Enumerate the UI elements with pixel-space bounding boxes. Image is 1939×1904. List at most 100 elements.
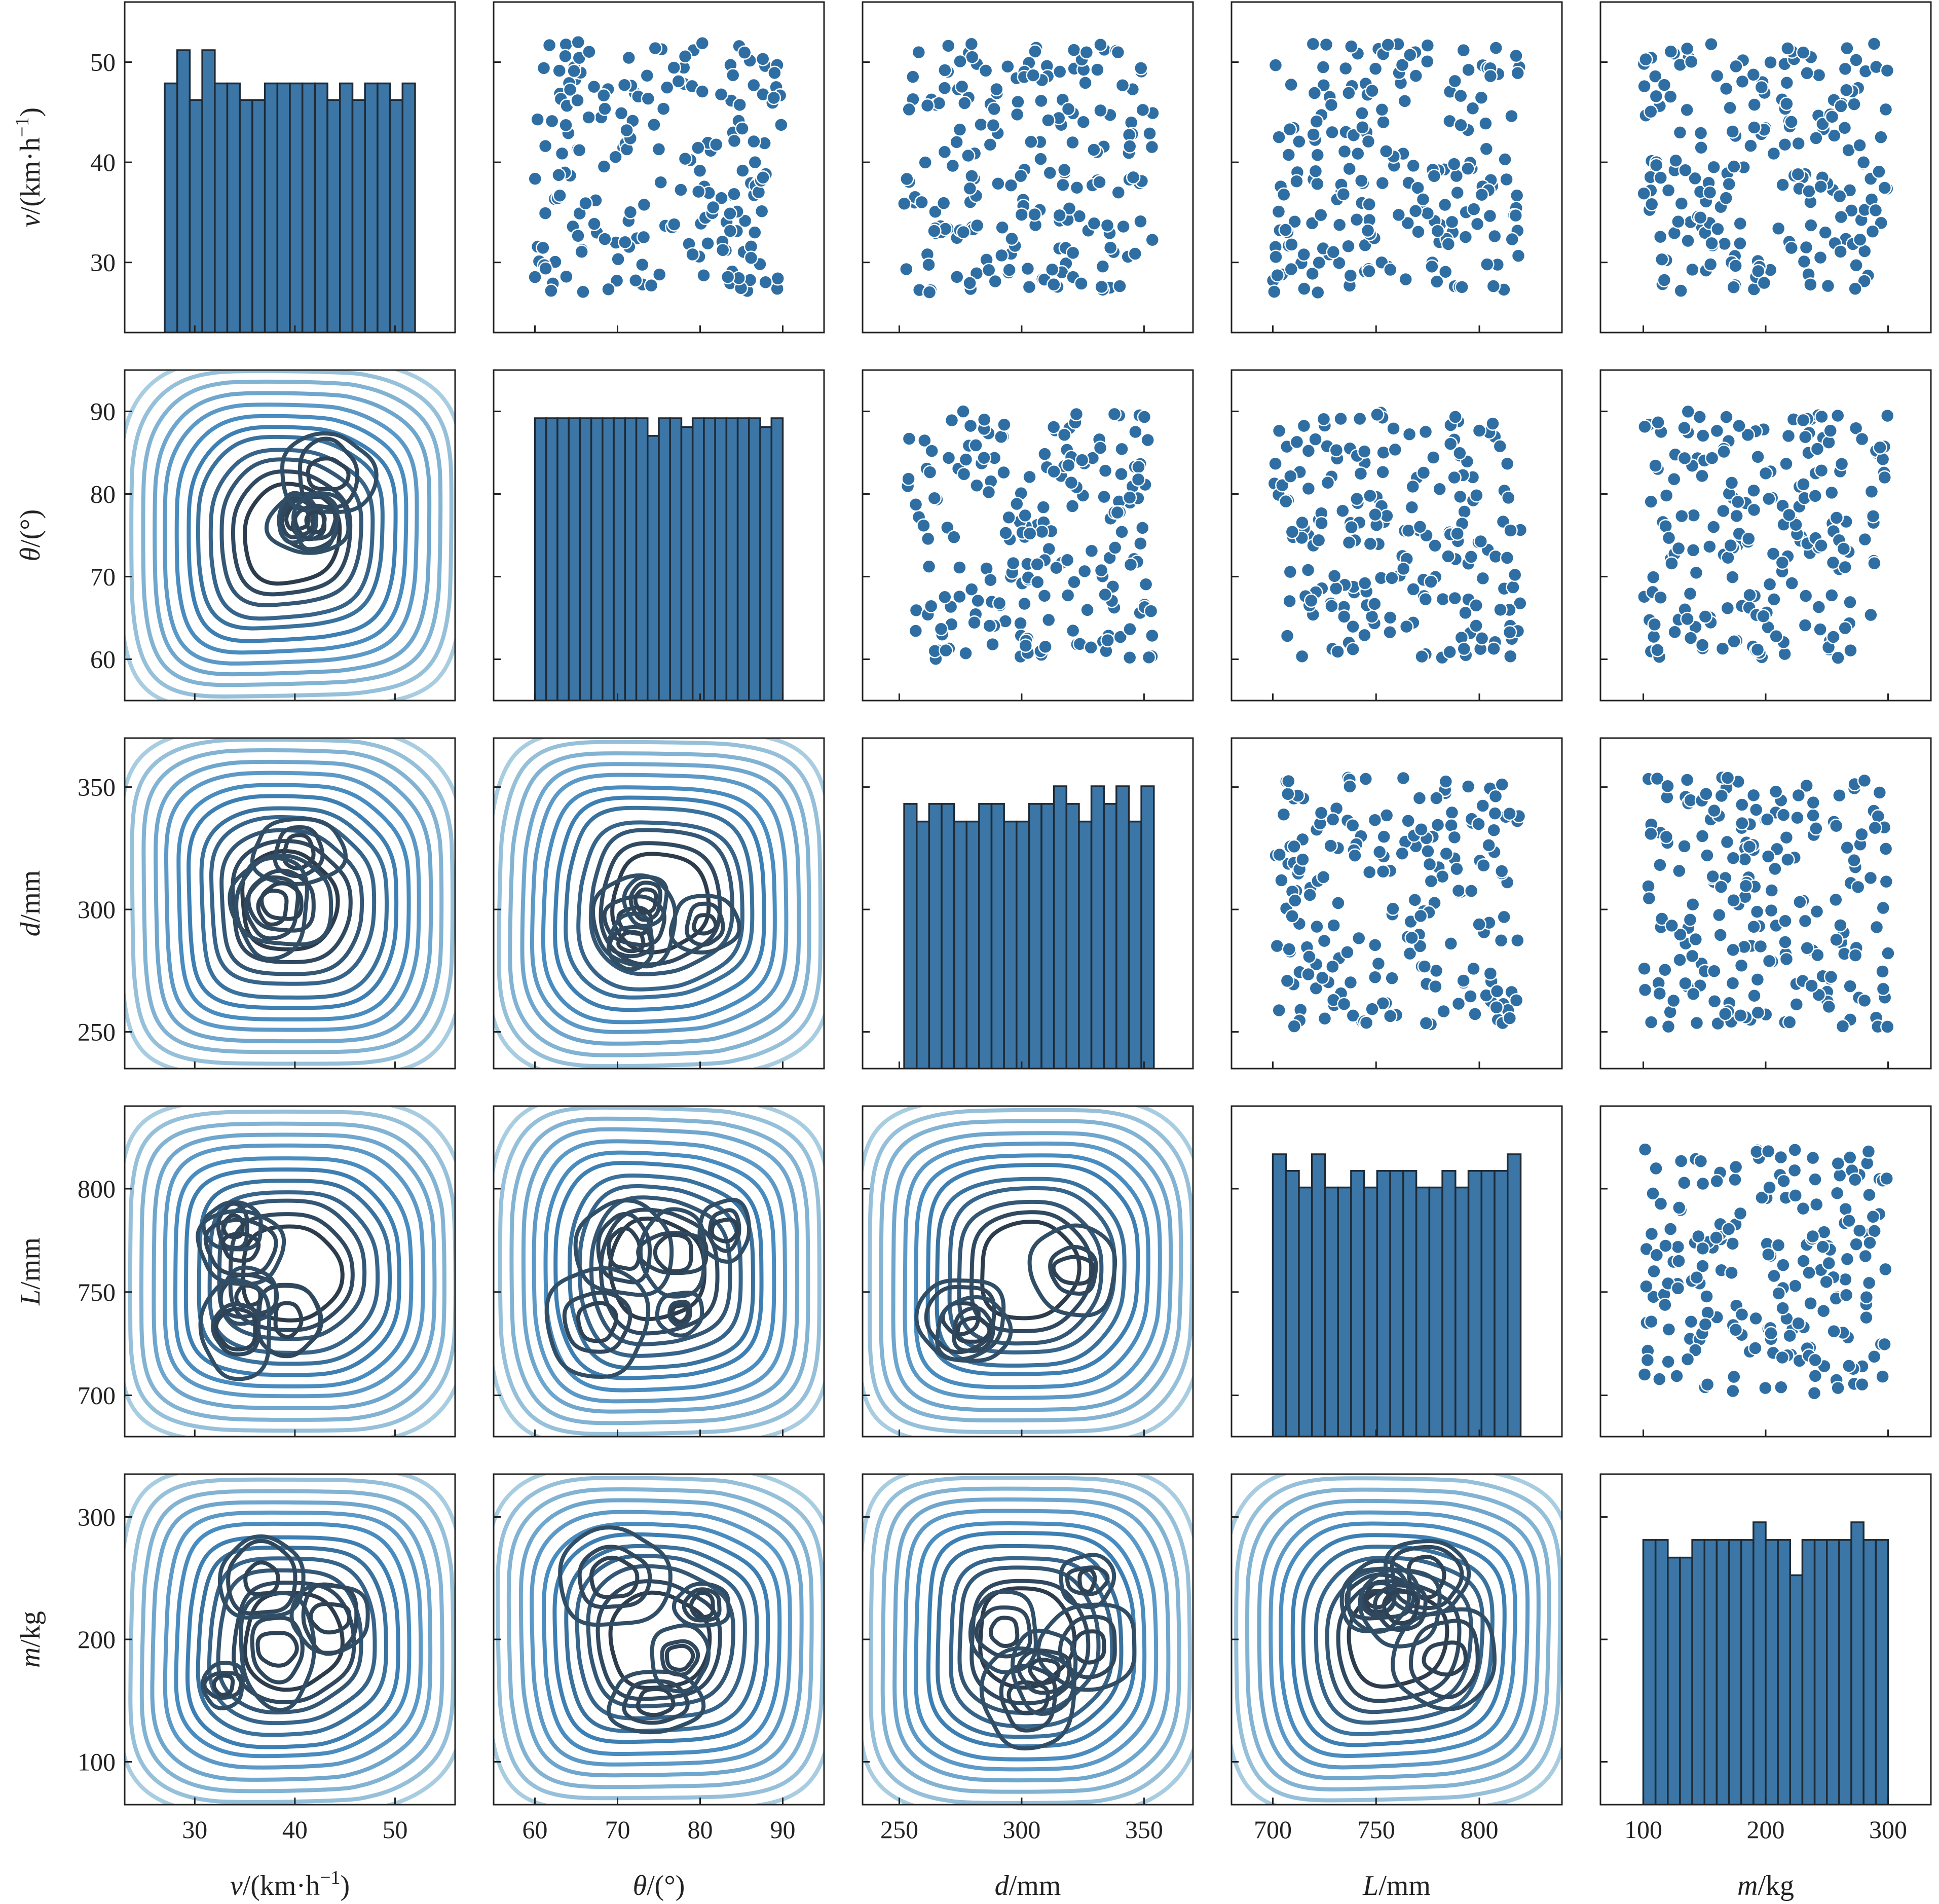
scatter-point: [1137, 410, 1152, 424]
scatter-point: [1341, 86, 1356, 100]
kde-contour: [508, 751, 811, 1057]
scatter-point: [1386, 421, 1401, 436]
hist-bar-v-14: [339, 82, 354, 333]
scatter-point: [743, 250, 759, 265]
scatter-point: [1784, 576, 1799, 591]
scatter-point: [1677, 451, 1692, 466]
scatter-point: [1685, 897, 1700, 912]
scatter-point: [1859, 1310, 1874, 1325]
scatter-point: [1365, 83, 1379, 98]
kde-contour: [530, 773, 789, 1034]
scatter-point: [1061, 101, 1076, 117]
scatter-point: [1145, 232, 1160, 247]
scatter-point: [1771, 221, 1786, 236]
scatter-point: [1408, 204, 1423, 218]
scatter-point: [1301, 967, 1316, 982]
scatter-point: [1858, 1249, 1873, 1264]
scatter-point: [918, 155, 933, 170]
scatter-point: [1878, 1262, 1893, 1277]
scatter-point: [1135, 102, 1150, 118]
scatter-point: [1134, 61, 1148, 76]
scatter-point: [1345, 818, 1360, 833]
hist-bar-m-18: [1862, 1539, 1877, 1805]
scatter-point: [1065, 499, 1080, 514]
scatter-point: [1779, 456, 1794, 471]
kde-contour: [541, 785, 777, 1024]
scatter-point: [598, 232, 612, 246]
scatter-point: [1326, 245, 1341, 260]
scatter-point: [1762, 1180, 1777, 1195]
scatter-point: [1107, 407, 1122, 422]
panel-frame: [862, 1105, 1194, 1438]
scatter-point: [1808, 1172, 1822, 1187]
scatter-point: [1670, 1281, 1686, 1296]
scatter-point: [1775, 1350, 1790, 1365]
kde-contour: [575, 1554, 747, 1720]
scatter-point: [1700, 1305, 1715, 1320]
scatter-point: [1776, 1174, 1791, 1189]
scatter-point: [1653, 1196, 1668, 1211]
scatter-point: [1464, 884, 1479, 898]
hist-bar-L-5: [1337, 1186, 1352, 1437]
scatter-point: [1487, 229, 1502, 244]
panel-frame: [1230, 1105, 1563, 1438]
scatter-point: [936, 196, 951, 210]
scatter-point: [572, 143, 587, 158]
scatter-point: [1502, 806, 1517, 821]
scatter-point: [1838, 61, 1853, 77]
scatter-point: [1010, 107, 1025, 122]
scatter-point: [1065, 245, 1080, 261]
kde-contour: [576, 1301, 618, 1343]
scatter-point: [1343, 779, 1357, 794]
y-tick-label-theta: 80: [90, 480, 116, 508]
scatter-point: [1877, 1337, 1892, 1352]
scatter-point: [1506, 580, 1520, 595]
scatter-point: [985, 637, 1000, 652]
scatter-point: [1671, 1254, 1686, 1268]
scatter-point: [1811, 600, 1826, 614]
hist-bar-theta-13: [680, 426, 694, 701]
scatter-point: [1065, 135, 1080, 150]
kde-contour: [1048, 1244, 1098, 1296]
scatter-point: [917, 433, 932, 448]
scatter-point: [1449, 861, 1464, 876]
scatter-point: [1346, 1008, 1361, 1023]
hist-bar-theta-8: [624, 417, 638, 701]
panel-theta-vs-v: [124, 369, 456, 702]
scatter-point: [1857, 773, 1872, 788]
scatter-point: [651, 142, 666, 157]
scatter-point: [1407, 893, 1422, 907]
scatter-point: [1314, 516, 1329, 531]
scatter-point: [1693, 210, 1708, 225]
hist-bar-v-0: [164, 82, 178, 333]
hist-bar-theta-18: [736, 417, 750, 701]
scatter-point: [900, 171, 914, 187]
scatter-point: [1843, 595, 1857, 610]
scatter-point: [996, 465, 1011, 480]
axis-label-L: L/mm: [15, 1237, 46, 1306]
scatter-point: [949, 135, 964, 150]
scatter-point: [1838, 1272, 1853, 1287]
scatter-point: [977, 412, 992, 427]
scatter-point: [1316, 78, 1331, 93]
scatter-point: [1641, 879, 1656, 894]
scatter-point: [1398, 272, 1413, 287]
scatter-point: [1018, 508, 1032, 523]
kde-contour: [125, 370, 455, 701]
scatter-point: [1881, 946, 1895, 961]
scatter-point: [1644, 826, 1658, 841]
y-tick-label-m: 200: [78, 1625, 116, 1654]
scatter-point: [1761, 849, 1776, 864]
scatter-point: [1122, 490, 1137, 505]
scatter-point: [906, 69, 920, 84]
scatter-point: [1381, 38, 1395, 52]
scatter-point: [1781, 428, 1796, 444]
scatter-point: [1688, 932, 1703, 947]
kde-contour: [174, 414, 408, 655]
scatter-point: [1026, 68, 1040, 83]
scatter-point: [1461, 779, 1476, 794]
scatter-point: [1448, 410, 1463, 424]
scatter-point: [1114, 525, 1129, 539]
axis-symbol: v: [15, 214, 46, 227]
scatter-point: [700, 236, 715, 251]
